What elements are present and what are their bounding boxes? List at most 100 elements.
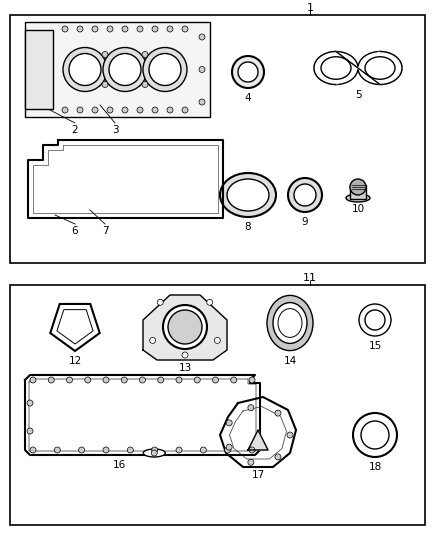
Circle shape — [157, 299, 163, 305]
Circle shape — [85, 377, 91, 383]
Circle shape — [63, 47, 107, 92]
Circle shape — [350, 179, 366, 195]
Circle shape — [168, 310, 202, 344]
Circle shape — [30, 377, 36, 383]
Polygon shape — [143, 295, 227, 360]
Circle shape — [167, 26, 173, 32]
Polygon shape — [314, 52, 402, 85]
Circle shape — [194, 377, 200, 383]
Circle shape — [158, 377, 164, 383]
Circle shape — [248, 459, 254, 465]
Circle shape — [249, 447, 255, 453]
Circle shape — [122, 26, 128, 32]
Ellipse shape — [143, 449, 165, 457]
Circle shape — [182, 26, 188, 32]
Circle shape — [249, 377, 255, 383]
Circle shape — [287, 432, 293, 438]
Circle shape — [200, 447, 206, 453]
Bar — [25, 30, 53, 109]
Circle shape — [199, 67, 205, 72]
Text: 7: 7 — [102, 226, 108, 236]
Circle shape — [30, 447, 36, 453]
Circle shape — [182, 107, 188, 113]
Text: 8: 8 — [245, 222, 251, 232]
Text: 4: 4 — [245, 93, 251, 103]
Circle shape — [163, 305, 207, 349]
Circle shape — [176, 377, 182, 383]
Circle shape — [167, 107, 173, 113]
Circle shape — [121, 377, 127, 383]
Circle shape — [238, 62, 258, 82]
Circle shape — [103, 47, 147, 92]
Bar — [10, 285, 425, 525]
Circle shape — [102, 82, 108, 87]
Circle shape — [182, 352, 188, 358]
Text: 1: 1 — [307, 3, 314, 13]
Ellipse shape — [321, 56, 351, 79]
Ellipse shape — [220, 173, 276, 217]
Circle shape — [152, 107, 158, 113]
Circle shape — [103, 447, 109, 453]
Text: 2: 2 — [72, 125, 78, 135]
Circle shape — [54, 447, 60, 453]
Ellipse shape — [278, 309, 302, 337]
Text: 11: 11 — [303, 273, 317, 283]
Circle shape — [48, 377, 54, 383]
Bar — [10, 15, 425, 263]
Polygon shape — [28, 140, 223, 218]
Circle shape — [226, 444, 232, 450]
Ellipse shape — [358, 52, 402, 85]
Circle shape — [103, 377, 109, 383]
Circle shape — [107, 26, 113, 32]
Circle shape — [225, 447, 231, 453]
Circle shape — [199, 99, 205, 105]
Circle shape — [107, 107, 113, 113]
Circle shape — [214, 337, 220, 343]
Circle shape — [150, 337, 155, 343]
Ellipse shape — [314, 52, 358, 85]
Circle shape — [127, 447, 133, 453]
Circle shape — [67, 377, 73, 383]
Circle shape — [359, 304, 391, 336]
Circle shape — [152, 26, 158, 32]
Text: 14: 14 — [283, 356, 297, 366]
Circle shape — [353, 413, 397, 457]
Text: 15: 15 — [368, 341, 381, 351]
Polygon shape — [248, 430, 268, 450]
Circle shape — [79, 447, 85, 453]
Circle shape — [288, 178, 322, 212]
Ellipse shape — [346, 194, 370, 202]
Ellipse shape — [227, 179, 269, 211]
Circle shape — [207, 299, 213, 305]
Circle shape — [77, 107, 83, 113]
Text: 9: 9 — [302, 217, 308, 227]
Circle shape — [92, 107, 98, 113]
Circle shape — [151, 450, 157, 456]
Text: 13: 13 — [178, 363, 192, 373]
Circle shape — [137, 107, 143, 113]
Circle shape — [62, 26, 68, 32]
Circle shape — [142, 82, 148, 87]
Circle shape — [294, 184, 316, 206]
Text: 12: 12 — [68, 356, 81, 366]
Circle shape — [248, 405, 254, 411]
Circle shape — [365, 310, 385, 330]
Circle shape — [275, 410, 281, 416]
Text: 17: 17 — [251, 470, 265, 480]
FancyBboxPatch shape — [25, 22, 210, 117]
Polygon shape — [220, 397, 296, 467]
Text: 16: 16 — [113, 460, 126, 470]
Circle shape — [137, 26, 143, 32]
Circle shape — [102, 52, 108, 58]
Ellipse shape — [267, 295, 313, 351]
Circle shape — [27, 400, 33, 406]
Bar — [350, 185, 366, 199]
Circle shape — [212, 377, 219, 383]
Circle shape — [149, 53, 181, 85]
Text: 3: 3 — [112, 125, 118, 135]
Polygon shape — [50, 304, 100, 351]
Circle shape — [199, 34, 205, 40]
Circle shape — [361, 421, 389, 449]
Circle shape — [226, 420, 232, 426]
Circle shape — [69, 53, 101, 85]
